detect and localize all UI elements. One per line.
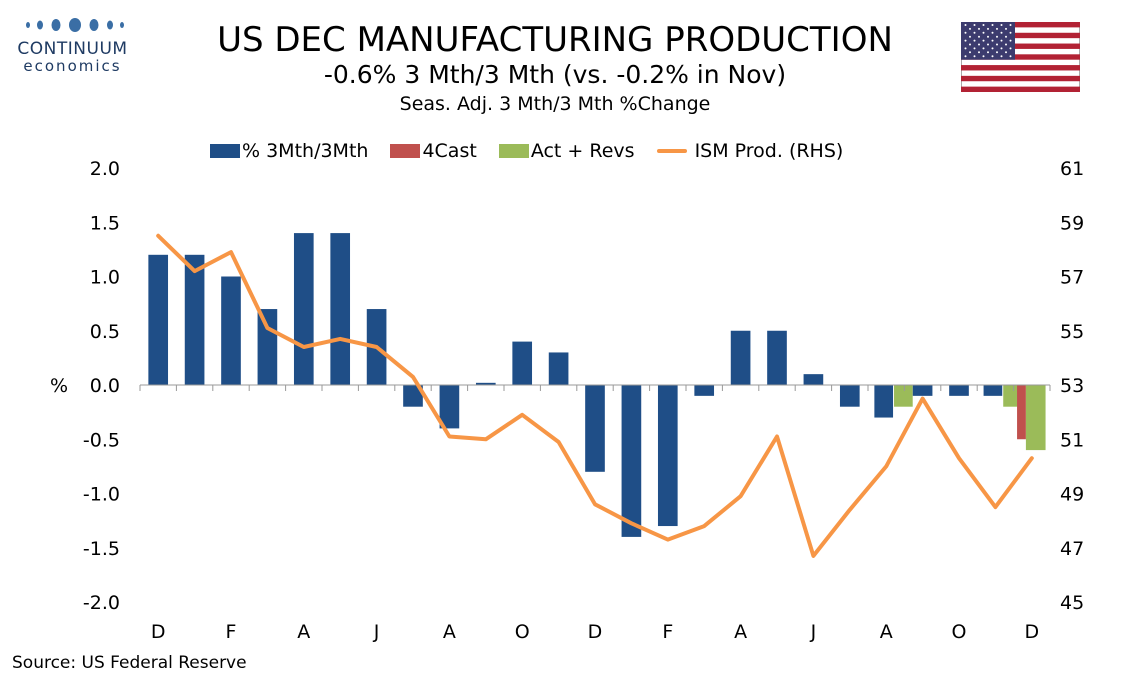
bar-main bbox=[803, 374, 824, 385]
y2-tick-label: 45 bbox=[1060, 592, 1084, 614]
y2-tick-label: 57 bbox=[1060, 267, 1084, 289]
y-tick-label: 1.5 bbox=[90, 212, 120, 234]
legend-item-actual: Act + Revs bbox=[498, 140, 635, 162]
bar-actual bbox=[894, 385, 913, 407]
y2-tick-label: 51 bbox=[1060, 429, 1084, 451]
y-axis-label: % bbox=[50, 375, 68, 397]
bar-main bbox=[874, 385, 894, 418]
us-flag-icon bbox=[961, 22, 1080, 92]
bar-main bbox=[148, 254, 169, 385]
y2-tick-label: 55 bbox=[1060, 321, 1084, 343]
y2-tick-label: 61 bbox=[1060, 158, 1084, 180]
bar-actual bbox=[1025, 385, 1046, 451]
x-tick-label: A bbox=[443, 621, 456, 643]
legend-swatch-actual bbox=[498, 144, 529, 158]
bar-main bbox=[730, 330, 751, 385]
bar-main bbox=[475, 382, 496, 385]
bar-main bbox=[585, 385, 605, 472]
y2-tick-label: 53 bbox=[1060, 375, 1084, 397]
logo-name: CONTINUUM bbox=[17, 39, 128, 59]
y-tick-label: -2.0 bbox=[83, 592, 120, 614]
y-tick-label: -1.5 bbox=[83, 538, 120, 560]
bar-main bbox=[184, 254, 205, 385]
bar-main bbox=[839, 385, 860, 407]
bar-main bbox=[912, 385, 933, 396]
x-tick-label: F bbox=[226, 621, 237, 643]
y-tick-label: 0.0 bbox=[90, 375, 120, 397]
bar-main bbox=[983, 385, 1003, 396]
legend-swatch-bars bbox=[210, 144, 240, 158]
y-tick-label: 0.5 bbox=[90, 321, 120, 343]
bar-main bbox=[403, 385, 423, 407]
bar-forecast bbox=[1017, 385, 1026, 440]
bar-main bbox=[330, 233, 351, 385]
bar-main bbox=[512, 341, 533, 385]
y-tick-label: 1.0 bbox=[90, 267, 120, 289]
x-tick-label: O bbox=[515, 621, 530, 643]
x-tick-label: J bbox=[373, 621, 380, 643]
legend-label-bars: % 3Mth/3Mth bbox=[242, 140, 369, 162]
chart-subtitle-2: Seas. Adj. 3 Mth/3 Mth %Change bbox=[399, 93, 711, 115]
chart-title: US DEC MANUFACTURING PRODUCTION bbox=[217, 20, 893, 60]
legend-item-ism: ISM Prod. (RHS) bbox=[656, 140, 844, 162]
x-tick-label: D bbox=[1024, 621, 1039, 643]
y2-tick-label: 59 bbox=[1060, 212, 1084, 234]
chart-legend: % 3Mth/3Mth 4Cast Act + Revs ISM Prod. (… bbox=[210, 138, 865, 164]
logo: CONTINUUM economics bbox=[10, 14, 135, 74]
bar-main bbox=[221, 276, 241, 385]
y-tick-label: 2.0 bbox=[90, 158, 120, 180]
x-tick-label: A bbox=[297, 621, 310, 643]
legend-label-ism: ISM Prod. (RHS) bbox=[694, 140, 844, 162]
x-tick-label: A bbox=[880, 621, 893, 643]
x-tick-label: F bbox=[662, 621, 673, 643]
x-tick-label: D bbox=[588, 621, 603, 643]
bar-main bbox=[657, 385, 678, 527]
x-tick-label: J bbox=[810, 621, 817, 643]
chart-subtitle: -0.6% 3 Mth/3 Mth (vs. -0.2% in Nov) bbox=[323, 60, 787, 89]
bar-main bbox=[621, 385, 642, 537]
bar-main bbox=[548, 352, 569, 385]
legend-swatch-ism bbox=[656, 149, 687, 153]
x-tick-label: A bbox=[734, 621, 747, 643]
bar-main bbox=[293, 233, 314, 385]
bar-main bbox=[439, 385, 460, 429]
y2-tick-label: 47 bbox=[1060, 538, 1084, 560]
y-tick-label: -0.5 bbox=[83, 429, 120, 451]
x-tick-label: O bbox=[952, 621, 967, 643]
legend-item-forecast: 4Cast bbox=[390, 140, 477, 162]
bar-main bbox=[257, 309, 278, 385]
bar-main bbox=[694, 385, 715, 396]
y2-tick-label: 49 bbox=[1060, 484, 1084, 506]
y-tick-label: -1.0 bbox=[83, 484, 120, 506]
x-tick-label: D bbox=[151, 621, 166, 643]
legend-swatch-forecast bbox=[390, 144, 421, 158]
legend-item-bars: % 3Mth/3Mth bbox=[210, 140, 368, 162]
logo-subtitle: economics bbox=[23, 57, 122, 75]
logo-dots-icon bbox=[25, 18, 124, 32]
legend-label-actual: Act + Revs bbox=[530, 140, 635, 162]
bar-main bbox=[767, 330, 787, 385]
bar-main bbox=[949, 385, 969, 396]
legend-label-forecast: 4Cast bbox=[422, 140, 477, 162]
ism-line bbox=[156, 233, 1034, 558]
source-note: Source: US Federal Reserve bbox=[12, 653, 247, 673]
